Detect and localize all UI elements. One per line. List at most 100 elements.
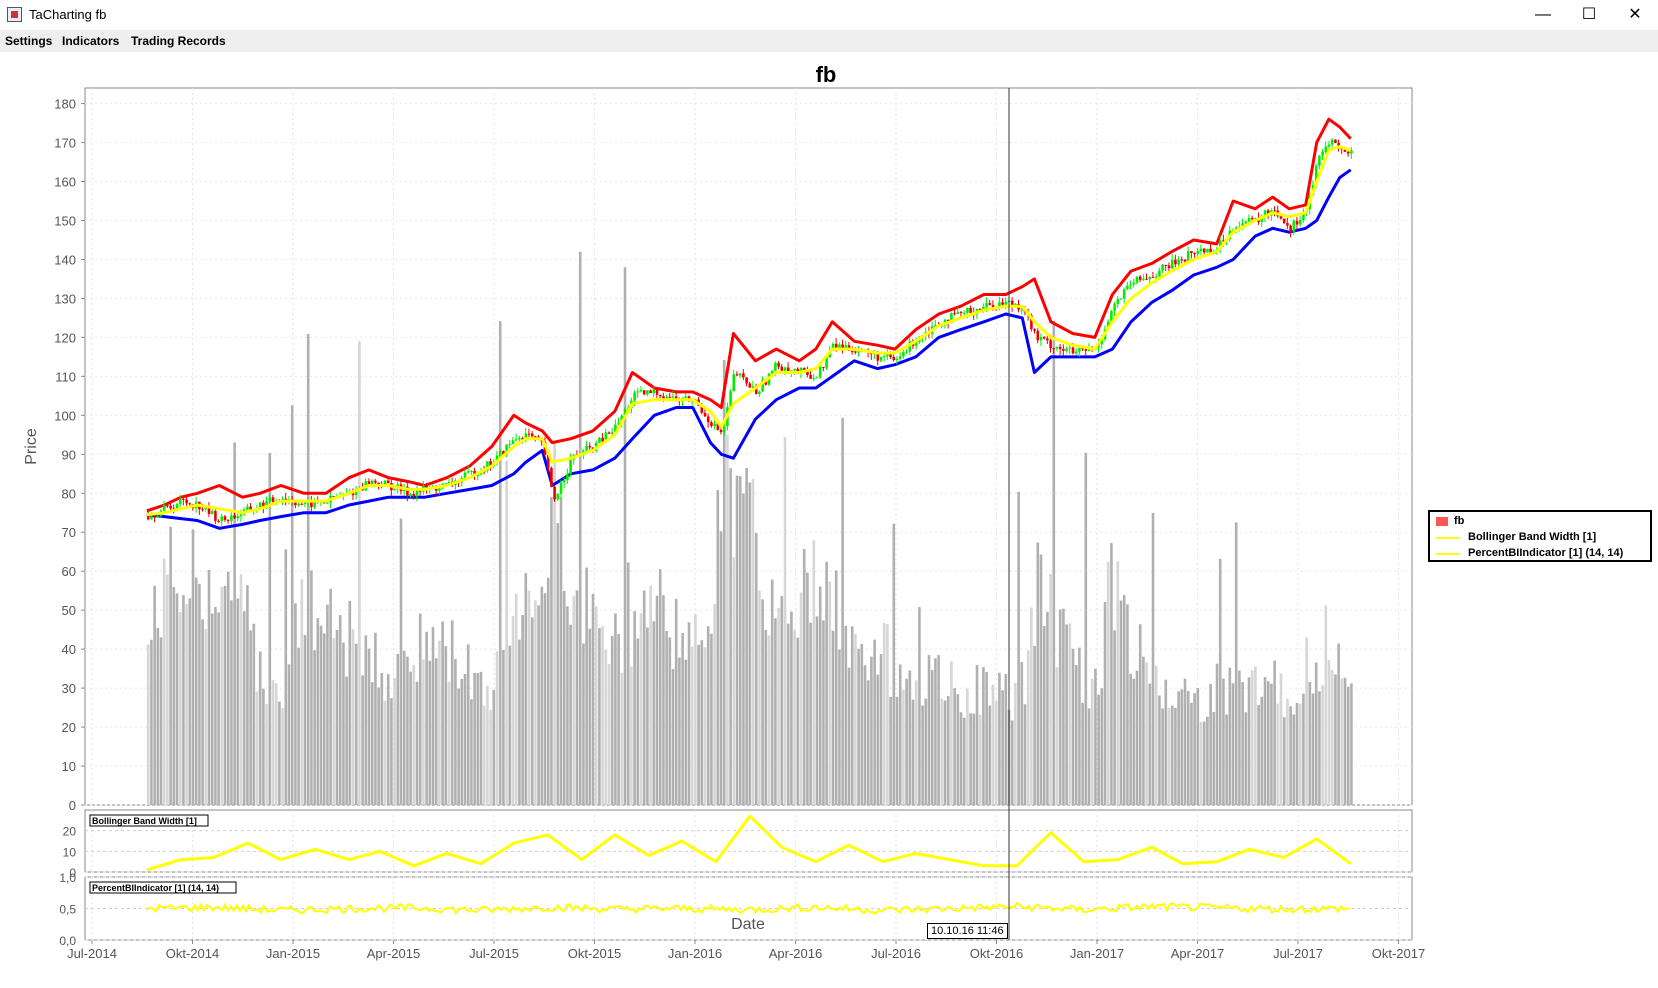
upper-bollinger-band xyxy=(146,117,1352,513)
candle-body xyxy=(1250,217,1254,219)
legend-swatch-line xyxy=(1436,537,1460,539)
candle-body xyxy=(1097,344,1100,348)
volume-bar xyxy=(604,649,608,805)
volume-bar xyxy=(1113,630,1116,805)
date-tick-label: Jul-2014 xyxy=(67,946,117,961)
candle-body xyxy=(892,356,896,361)
volume-bar xyxy=(255,691,259,805)
volume-bar xyxy=(1196,688,1200,805)
candle-body xyxy=(953,313,956,315)
maximize-icon[interactable]: ☐ xyxy=(1581,6,1597,23)
candle-body xyxy=(882,356,886,358)
volume-bar xyxy=(1218,559,1222,805)
candle-body xyxy=(898,356,902,359)
volume-bar xyxy=(390,698,393,805)
menu-settings[interactable]: Settings xyxy=(5,34,53,48)
volume-bar xyxy=(159,637,163,805)
candle-body xyxy=(383,480,387,487)
candle-body xyxy=(658,394,662,397)
volume-bar xyxy=(1340,678,1344,805)
volume-bar xyxy=(857,648,860,805)
candle-body xyxy=(732,374,736,392)
candle-body xyxy=(1206,248,1209,253)
price-tick-label: 130 xyxy=(54,291,76,306)
candle-body xyxy=(1209,248,1212,253)
volume-bar xyxy=(937,654,940,805)
volume-bar xyxy=(546,577,550,805)
volume-bar xyxy=(1119,600,1123,805)
volume-bar xyxy=(822,620,825,805)
candle-body xyxy=(438,488,441,491)
chart-canvas[interactable]: fb01020304050607080901001101201301401501… xyxy=(0,52,1658,988)
volume-bar xyxy=(783,436,787,805)
candle-body xyxy=(1337,142,1340,148)
candle-body xyxy=(569,459,572,474)
candle-body xyxy=(556,493,560,500)
candle-body xyxy=(1113,304,1116,311)
candle-body xyxy=(706,416,710,423)
java-app-icon xyxy=(7,7,22,22)
candle-body xyxy=(1126,285,1129,290)
volume-bar xyxy=(793,629,796,805)
menu-trading-records[interactable]: Trading Records xyxy=(131,34,226,48)
date-tick-label: Apr-2015 xyxy=(367,946,420,961)
candle-body xyxy=(703,412,707,417)
volume-bar xyxy=(415,681,419,805)
candle-body xyxy=(719,429,723,433)
candle-body xyxy=(838,344,841,348)
candle-body xyxy=(1142,278,1145,280)
volume-bar xyxy=(380,672,384,805)
volume-bar xyxy=(911,699,915,805)
volume-bar xyxy=(399,518,403,805)
volume-bar xyxy=(1346,686,1350,805)
candle-body xyxy=(1193,252,1196,254)
date-tick-label: Jul-2016 xyxy=(871,946,921,961)
close-icon[interactable]: ✕ xyxy=(1628,6,1642,23)
candle-body xyxy=(214,510,217,521)
candle-body xyxy=(879,357,883,361)
volume-bar xyxy=(700,640,704,805)
candle-body xyxy=(150,516,153,520)
volume-bar xyxy=(281,708,284,805)
volume-bar xyxy=(1081,702,1084,805)
volume-bar xyxy=(489,709,492,805)
volume-bar xyxy=(313,650,316,805)
candle-body xyxy=(902,352,905,357)
candle-body xyxy=(1254,217,1257,219)
volume-bar xyxy=(1318,691,1321,805)
volume-bar xyxy=(585,567,588,805)
volume-bar xyxy=(879,654,883,805)
volume-bar xyxy=(908,670,912,805)
volume-bar xyxy=(1295,702,1299,805)
candle-body xyxy=(777,362,780,367)
price-tick-label: 120 xyxy=(54,330,76,345)
volume-bar xyxy=(649,585,652,805)
volume-bar xyxy=(370,682,374,805)
candle-body xyxy=(652,389,656,394)
percentb-tick-label: 0,0 xyxy=(59,934,76,948)
volume-bar xyxy=(1161,708,1164,805)
bbw-tick-label: 10 xyxy=(63,845,77,859)
price-tick-label: 180 xyxy=(54,97,76,112)
volume-bar xyxy=(527,590,531,805)
volume-bar xyxy=(630,666,633,805)
volume-bar xyxy=(732,557,736,805)
candle-body xyxy=(1289,225,1292,232)
candle-body xyxy=(748,383,752,388)
volume-bar xyxy=(892,523,896,805)
menu-indicators[interactable]: Indicators xyxy=(62,34,120,48)
volume-bar xyxy=(466,644,470,805)
volume-bar xyxy=(1190,702,1193,805)
volume-bar xyxy=(668,637,672,805)
volume-bar xyxy=(703,647,707,805)
volume-bar xyxy=(569,624,572,805)
minimize-icon[interactable]: — xyxy=(1535,6,1551,23)
volume-bar xyxy=(761,599,764,805)
candle-body xyxy=(889,354,892,357)
volume-bar xyxy=(1058,609,1062,805)
candle-body xyxy=(1033,329,1036,331)
volume-bar xyxy=(1228,667,1232,805)
volume-bar xyxy=(290,405,294,805)
volume-bar xyxy=(262,688,265,805)
volume-bar xyxy=(422,659,425,805)
